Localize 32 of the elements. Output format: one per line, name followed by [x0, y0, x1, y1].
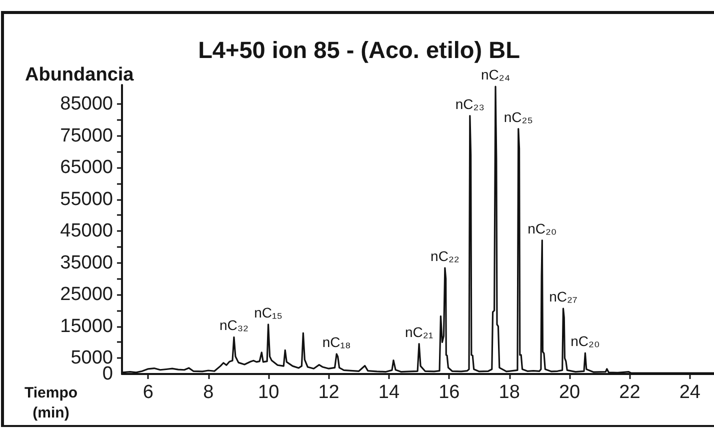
y-tick-label: 25000 — [60, 284, 113, 306]
x-tick-label: 16 — [438, 382, 460, 403]
annotation: nC₂₃ — [455, 96, 484, 112]
annotation: nC₂₀ — [570, 333, 600, 350]
annotation: nC₂₂ — [430, 248, 460, 264]
x-axis-title: Tiempo (min) — [24, 384, 78, 422]
annotation: nC₂₄ — [480, 66, 510, 83]
y-tick-label: 15000 — [60, 316, 113, 337]
x-tick-label: 22 — [619, 382, 640, 403]
y-tick-label: 65000 — [60, 157, 113, 178]
x-tick-label: 6 — [142, 382, 154, 403]
x-tick-label: 18 — [498, 382, 520, 403]
x-tick-label: 8 — [203, 382, 214, 403]
x-tick-label: 24 — [679, 382, 701, 403]
annotation: nC₁₅ — [254, 304, 282, 320]
x-tick-label: 20 — [558, 382, 580, 403]
annotation: nC₁₈ — [322, 334, 351, 350]
x-tick-label: 10 — [258, 382, 280, 403]
y-axis-title: Abundancia — [25, 64, 134, 86]
y-tick-label: 45000 — [60, 220, 113, 242]
chart-title: L4+50 ion 85 - (Aco. etilo) BL — [198, 37, 520, 63]
annotation: nC₃₂ — [219, 317, 248, 334]
x-tick-label: 14 — [378, 382, 400, 403]
y-tick-label: 75000 — [60, 125, 113, 146]
annotation: nC₂₅ — [504, 108, 533, 125]
annotation: nC₂₀ — [528, 220, 557, 236]
x-tick-label: 12 — [318, 382, 340, 403]
annotation: nC₂₁ — [405, 324, 434, 340]
y-tick-label: 85000 — [60, 94, 113, 115]
y-tick-label: 55000 — [60, 188, 113, 210]
annotation: nC₂₇ — [549, 288, 578, 305]
y-tick-label: 35000 — [60, 252, 113, 274]
